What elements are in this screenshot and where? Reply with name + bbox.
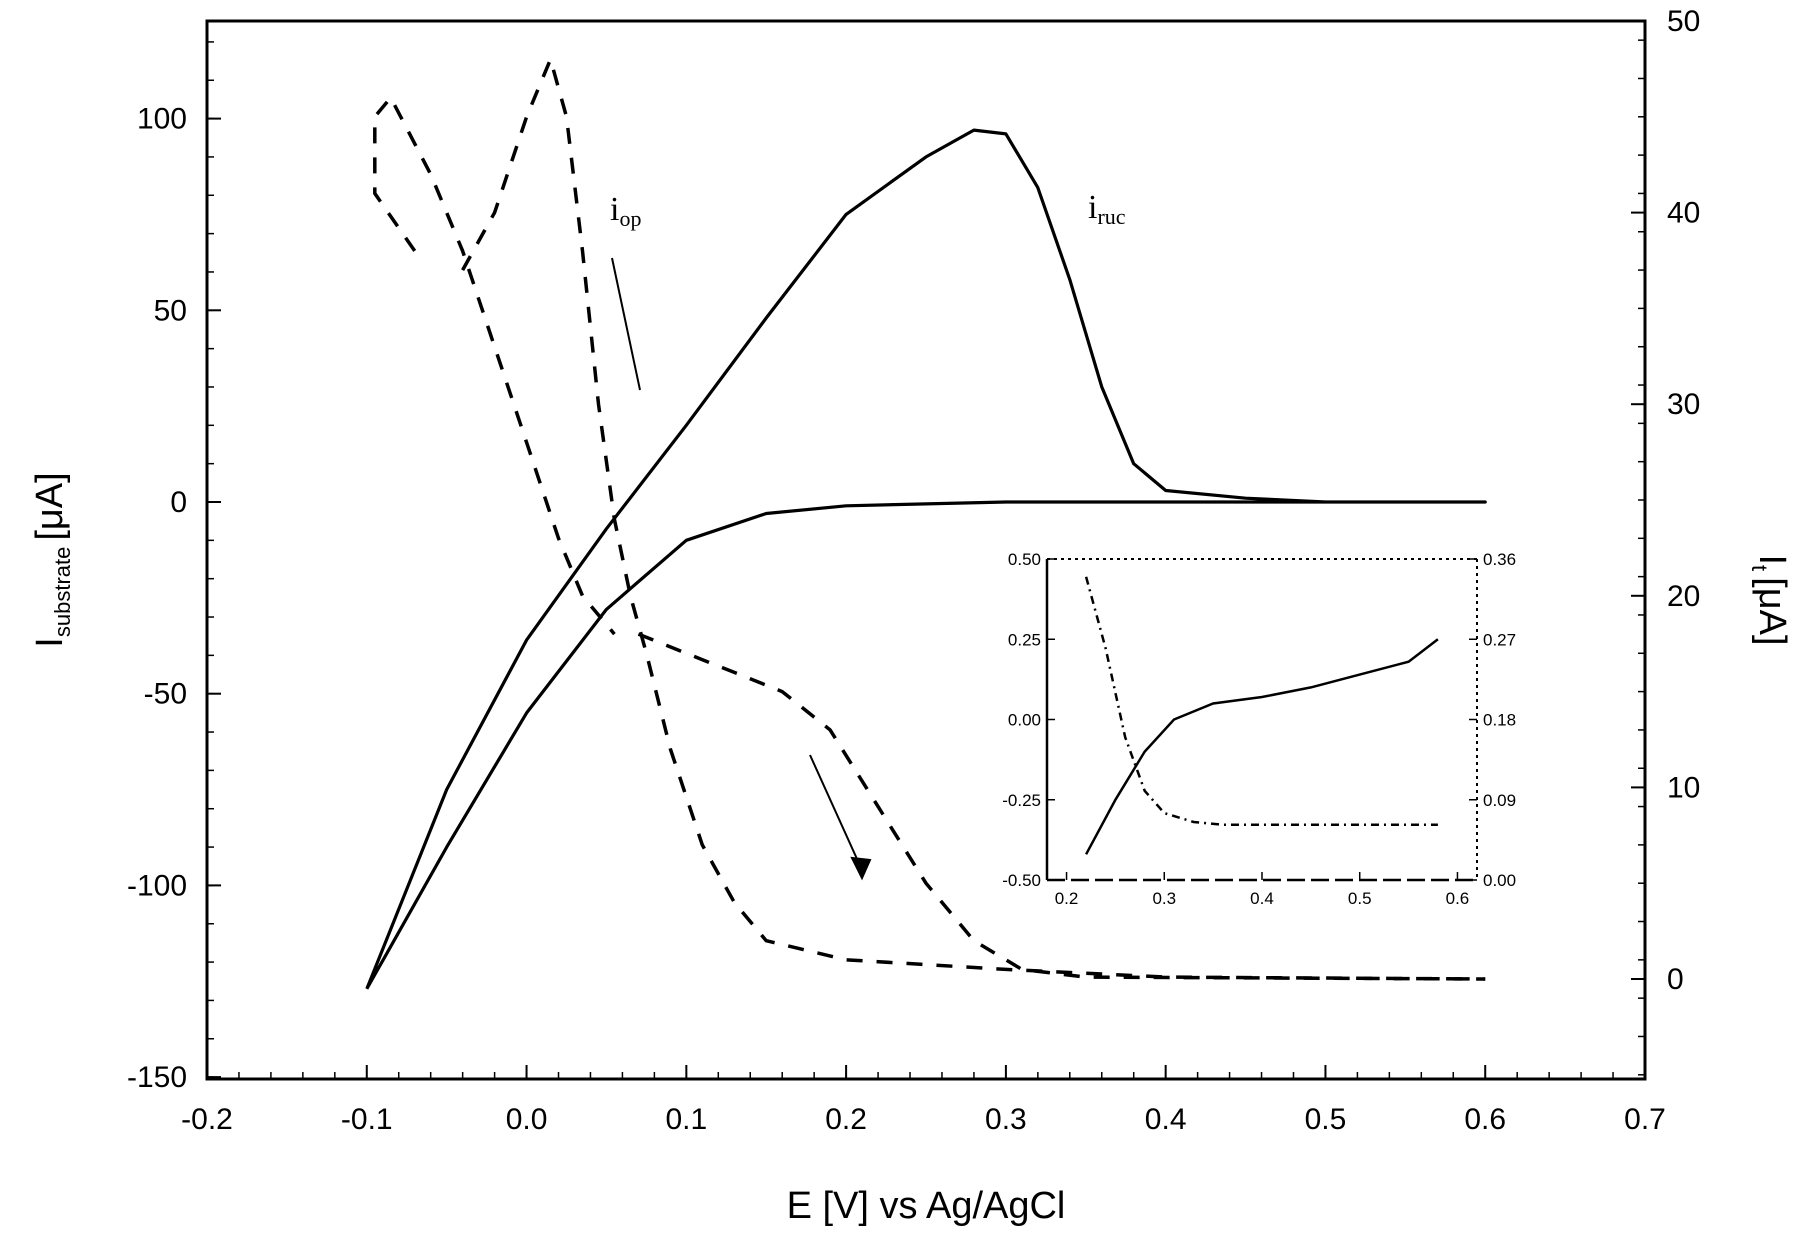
annotation-i-op: iop	[610, 191, 641, 231]
x-tick-label: 0.4	[1145, 1103, 1187, 1136]
inset-y2-tick-label: 0.36	[1483, 550, 1516, 569]
x-tick-label: 0.7	[1624, 1103, 1666, 1136]
y-tick-label: -100	[127, 869, 187, 902]
plot-frame	[205, 19, 1647, 1081]
annotation-i-ruc: iruc	[1088, 189, 1126, 229]
tip-current-dashed-curve	[637, 632, 1486, 981]
y2-tick-label: 20	[1667, 580, 1700, 613]
y2-axis-title-sub: t	[1747, 565, 1772, 571]
y2-axis-title-unit: [μA]	[1751, 577, 1793, 645]
svg-text:Isubstrate[μA]: Isubstrate [μA]	[29, 472, 75, 647]
y-axis-title-right: It [μA]	[1747, 554, 1793, 645]
tip-current-dashed-curve	[461, 53, 1486, 981]
main-plot-curves	[365, 53, 1487, 990]
tip-current-dashed-curve	[373, 94, 616, 636]
arrow-line-lower	[809, 754, 863, 871]
inset-y2-tick-label: 0.09	[1483, 791, 1516, 810]
inset-y2-tick-label: 0.00	[1483, 871, 1516, 890]
inset-plot: 0.2 0.3 0.4 0.5 0.6 0.50 0.25 0.00 -0.25 -0.50 0.3…	[1002, 550, 1516, 908]
inset-x-tick-label: 0.3	[1152, 889, 1176, 908]
substrate-current-curve	[365, 128, 1487, 990]
x-tick-label: 0.1	[665, 1103, 707, 1136]
y2-tick-label: 0	[1667, 963, 1684, 996]
inset-solid-curve	[1084, 638, 1439, 855]
x-tick-label: 0.2	[825, 1103, 867, 1136]
x-tick-label: 0.3	[985, 1103, 1027, 1136]
inset-x-tick-label: 0.5	[1348, 889, 1372, 908]
y-tick-label: 100	[137, 103, 187, 136]
inset-y-tick-label: 0.50	[1008, 550, 1041, 569]
inset-x-tick-label: 0.6	[1446, 889, 1470, 908]
inset-y2-tick-label: 0.18	[1483, 711, 1516, 730]
inset-y-tick-label: 0.00	[1008, 711, 1041, 730]
inset-x-tick-label: 0.4	[1250, 889, 1274, 908]
y2-axis-title-main: I	[1751, 554, 1793, 565]
y-axis-title-sub: substrate	[50, 547, 75, 638]
y2-tick-label: 50	[1667, 5, 1700, 38]
y-tick-label: 0	[170, 486, 187, 519]
arrow-head-icon	[850, 856, 872, 881]
y-tick-label: -50	[144, 678, 187, 711]
y2-tick-label: 30	[1667, 388, 1700, 421]
y-axis-title-left: Isubstrate [μA]	[29, 472, 75, 647]
scan-direction-arrows	[611, 257, 872, 881]
axis-ticks: -0.2 -0.1 0.0 0.1 0.2 0.3 0.4 0.5 0.6 0.7 -150 -100…	[127, 5, 1700, 1136]
x-tick-label: -0.2	[181, 1103, 233, 1136]
arrow-line-upper	[611, 257, 641, 391]
inset-dashdot-curve	[1084, 576, 1438, 826]
inset-x-tick-label: 0.2	[1055, 889, 1079, 908]
x-tick-label: 0.6	[1464, 1103, 1506, 1136]
inset-y-tick-label: -0.25	[1002, 791, 1041, 810]
y-axis-title-unit: [μA]	[29, 472, 71, 540]
y-tick-label: 50	[154, 294, 187, 327]
x-tick-label: 0.0	[506, 1103, 548, 1136]
x-tick-label: -0.1	[341, 1103, 393, 1136]
inset-y2-tick-label: 0.27	[1483, 630, 1516, 649]
x-axis-title: E [V] vs Ag/AgCl	[787, 1185, 1066, 1227]
y-axis-title-main: I	[29, 637, 71, 648]
y2-tick-label: 40	[1667, 197, 1700, 230]
svg-text:It[μA]: It [μA]	[1747, 554, 1793, 645]
x-tick-label: 0.5	[1305, 1103, 1347, 1136]
inset-y-tick-label: 0.25	[1008, 630, 1041, 649]
inset-y-tick-label: -0.50	[1002, 871, 1041, 890]
y-tick-label: -150	[127, 1061, 187, 1094]
y2-tick-label: 10	[1667, 771, 1700, 804]
